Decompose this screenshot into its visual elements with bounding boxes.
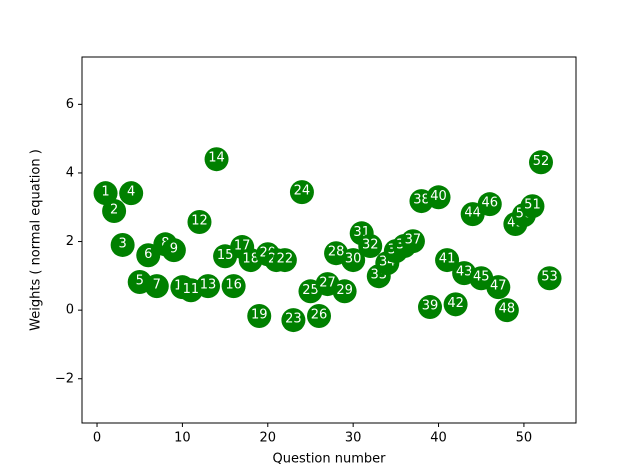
point-label: 16 — [225, 278, 242, 293]
point — [247, 303, 272, 328]
point — [136, 243, 161, 268]
point-label: 29 — [336, 283, 353, 298]
point-label: 13 — [200, 278, 217, 293]
point-label: 28 — [328, 245, 345, 260]
x-tick-label: 40 — [430, 431, 447, 446]
point — [110, 232, 135, 257]
x-tick-label: 10 — [174, 431, 191, 446]
point — [477, 192, 502, 217]
point-label: 5 — [136, 274, 144, 289]
point — [400, 229, 425, 254]
y-tick-label: 0 — [66, 303, 74, 318]
point-label: 15 — [217, 248, 234, 263]
point-label: 42 — [447, 296, 464, 311]
point-label: 53 — [541, 270, 558, 285]
point — [358, 234, 383, 259]
point — [289, 180, 314, 205]
point — [435, 248, 460, 273]
point — [281, 308, 306, 333]
point-label: 23 — [285, 312, 302, 327]
y-tick-label: 4 — [66, 165, 74, 180]
point — [119, 181, 144, 206]
point-label: 9 — [170, 242, 178, 257]
y-tick-label: −2 — [55, 371, 74, 386]
point — [418, 295, 443, 320]
point-label: 39 — [422, 299, 439, 314]
x-tick-label: 30 — [345, 431, 362, 446]
point — [520, 194, 545, 219]
point-label: 6 — [144, 247, 152, 262]
point — [102, 199, 127, 224]
point-label: 19 — [251, 307, 268, 322]
point-label: 11 — [183, 282, 200, 297]
point — [93, 181, 118, 206]
point-label: 38 — [413, 193, 430, 208]
y-tick-label: 6 — [66, 97, 74, 112]
x-tick-label: 50 — [516, 431, 533, 446]
point — [494, 298, 519, 323]
point-label: 41 — [439, 252, 456, 267]
point — [341, 248, 366, 273]
y-tick-label: 2 — [66, 234, 74, 249]
point-label: 47 — [490, 279, 507, 294]
point-label: 18 — [242, 252, 259, 267]
point-label: 14 — [208, 151, 225, 166]
point-label: 26 — [311, 307, 328, 322]
point-label: 24 — [294, 184, 311, 199]
x-axis-label: Question number — [272, 452, 386, 467]
point-label: 22 — [277, 252, 294, 267]
point — [486, 275, 511, 300]
point — [187, 209, 212, 234]
point-label: 43 — [456, 265, 473, 280]
point — [204, 147, 229, 172]
point-label: 27 — [319, 276, 336, 291]
point — [426, 185, 451, 210]
point — [443, 292, 468, 317]
point-label: 3 — [118, 236, 126, 251]
x-tick-label: 20 — [260, 431, 277, 446]
point — [528, 150, 553, 175]
point-label: 7 — [153, 278, 161, 293]
point — [221, 274, 246, 299]
point-label: 44 — [464, 206, 481, 221]
x-tick-label: 0 — [93, 431, 101, 446]
point — [332, 279, 357, 304]
point — [161, 238, 186, 263]
point-label: 30 — [345, 252, 362, 267]
point-label: 51 — [524, 198, 541, 213]
point-label: 4 — [127, 185, 135, 200]
point — [196, 274, 221, 299]
point-label: 45 — [473, 270, 490, 285]
point-label: 46 — [481, 196, 498, 211]
point — [272, 248, 297, 273]
point-label: 1 — [101, 185, 109, 200]
point-label: 52 — [533, 154, 550, 169]
point-label: 12 — [191, 213, 208, 228]
y-axis-label: Weights ( normal equation ) — [29, 149, 44, 331]
point-label: 48 — [499, 302, 516, 317]
plot-frame — [81, 56, 577, 424]
point-label: 40 — [430, 189, 447, 204]
point-label: 32 — [362, 238, 379, 253]
point-label: 37 — [405, 233, 422, 248]
point — [537, 266, 562, 291]
point-label: 2 — [110, 203, 118, 218]
point — [144, 274, 169, 299]
point-label: 25 — [302, 283, 319, 298]
point — [307, 303, 332, 328]
